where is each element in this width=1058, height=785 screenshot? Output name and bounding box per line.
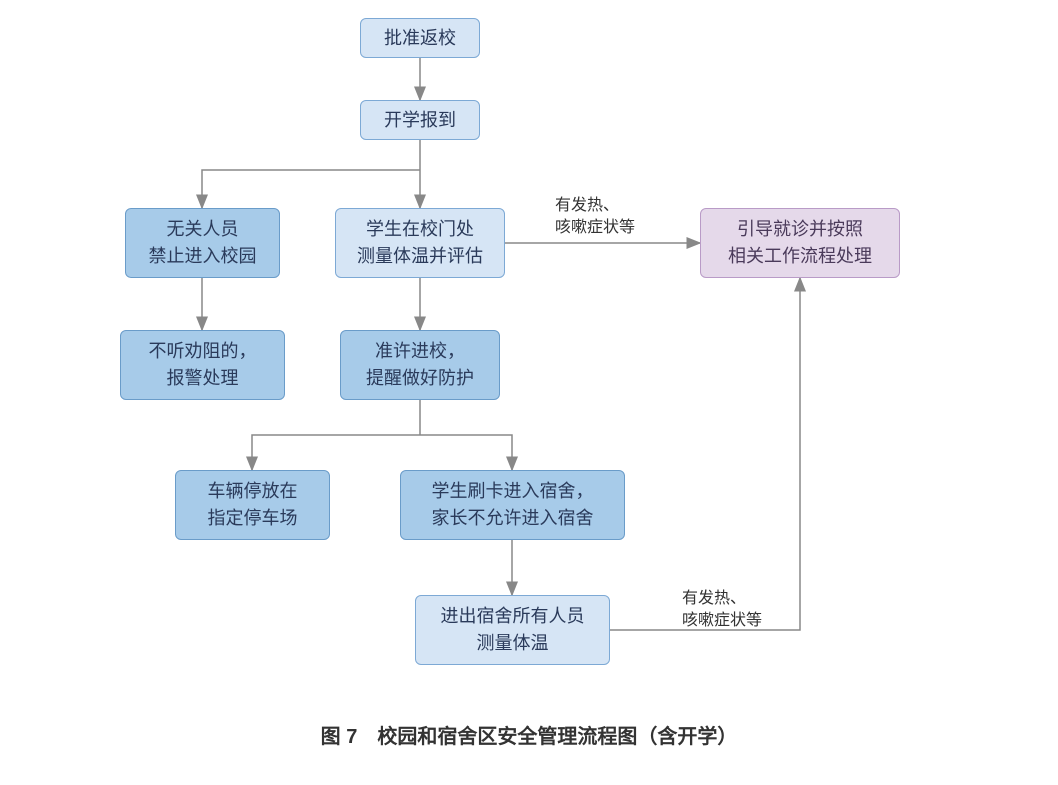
- node-n7: 准许进校，提醒做好防护: [340, 330, 500, 400]
- node-n3: 无关人员禁止进入校园: [125, 208, 280, 278]
- node-n9: 学生刷卡进入宿舍，家长不允许进入宿舍: [400, 470, 625, 540]
- node-n2: 开学报到: [360, 100, 480, 140]
- figure-caption: 图 7 校园和宿舍区安全管理流程图（含开学）: [0, 720, 1058, 749]
- edge-branch2-n9: [420, 435, 512, 470]
- edge-branch-n3: [202, 170, 420, 208]
- edge-branch2-n8: [252, 435, 420, 470]
- node-n4: 学生在校门处测量体温并评估: [335, 208, 505, 278]
- edge-label-1: 有发热、咳嗽症状等: [682, 588, 762, 633]
- node-n10: 进出宿舍所有人员测量体温: [415, 595, 610, 665]
- node-n1: 批准返校: [360, 18, 480, 58]
- edge-label-0: 有发热、咳嗽症状等: [555, 195, 635, 240]
- node-n5: 引导就诊并按照相关工作流程处理: [700, 208, 900, 278]
- node-n6: 不听劝阻的，报警处理: [120, 330, 285, 400]
- edge-n10-n5: [610, 278, 800, 630]
- node-n8: 车辆停放在指定停车场: [175, 470, 330, 540]
